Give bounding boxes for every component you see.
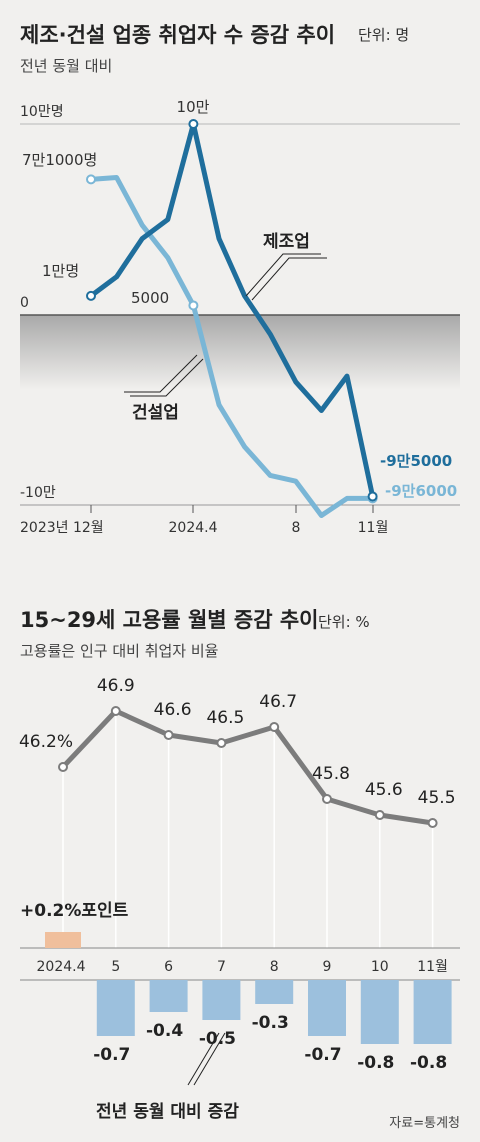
construction-series-line	[88, 175, 376, 518]
x-tick-label: 11월	[358, 520, 389, 536]
yoy-change-label: -0.7	[93, 1045, 130, 1065]
negative-change-bar	[96, 980, 135, 1036]
month-category-label: 7	[217, 959, 226, 975]
employment-rate-value-label: 46.6	[154, 700, 192, 720]
chart1-unit: 단위: 명	[358, 26, 409, 44]
yoy-change-label: -0.5	[199, 1029, 236, 1049]
construction-point-marker	[188, 300, 199, 311]
yoy-change-label: -0.8	[357, 1053, 394, 1073]
negative-change-bar	[413, 980, 452, 1044]
employment-rate-marker	[110, 706, 121, 716]
month-category-label: 5	[111, 959, 120, 975]
construction-series-label: 건설업	[132, 403, 179, 423]
x-tick-marks	[90, 505, 374, 513]
construction-leader-line	[124, 354, 198, 393]
employment-rate-value-label: 45.6	[365, 780, 403, 800]
chart2-title: 15~29세 고용률 월별 증감 추이	[20, 608, 319, 632]
construction-first-label: 7만1000명	[22, 151, 97, 169]
employment-rate-marker	[427, 818, 438, 828]
y-tick-label: 0	[20, 295, 29, 311]
chart1-subtitle: 전년 동월 대비	[20, 57, 112, 75]
x-tick-label: 2024.4	[169, 520, 218, 536]
chart2-markers	[58, 706, 438, 828]
chart2-series-line	[60, 708, 436, 826]
yoy-change-label: -0.3	[252, 1013, 289, 1033]
employment-rate-value-label: 45.8	[312, 764, 350, 784]
yoy-change-label: -0.8	[410, 1053, 447, 1073]
employment-rate-marker	[322, 794, 332, 804]
negative-change-bar	[255, 980, 294, 1004]
chart1: 제조·건설 업종 취업자 수 증감 추이 단위: 명 전년 동월 대비 10만명…	[20, 23, 460, 536]
yoy-change-label: +0.2%포인트	[20, 901, 129, 921]
chart2-subtitle: 고용률은 인구 대비 취업자 비율	[20, 642, 218, 660]
negative-change-bar	[308, 980, 346, 1036]
y-tick-label: -10만	[20, 485, 56, 501]
month-category-label: 2024.4	[37, 959, 86, 975]
manufacturing-series-line	[88, 121, 376, 499]
manufacturing-last-label: -9만5000	[380, 452, 452, 470]
yoy-caption: 전년 동월 대비 증감	[96, 1102, 239, 1122]
chart2-droplines	[62, 711, 434, 948]
manufacturing-first-label: 1만명	[42, 262, 79, 280]
manufacturing-peak-label: 10만	[177, 98, 210, 116]
month-category-label: 11월	[417, 959, 448, 975]
manufacturing-point-marker	[367, 491, 378, 502]
employment-rate-marker	[216, 738, 227, 748]
chart2-value-labels: 46.2% 46.9 46.6 46.5 46.7 45.8 45.6 45.5	[19, 676, 456, 808]
construction-leader-line	[130, 358, 204, 397]
manufacturing-point-marker	[188, 119, 199, 129]
yoy-change-label: -0.7	[304, 1045, 341, 1065]
positive-change-bar	[45, 932, 81, 948]
yoy-caption-leader	[193, 1032, 226, 1086]
employment-rate-value-label: 46.2%	[19, 732, 73, 752]
x-tick-label: 8	[292, 520, 301, 536]
negative-change-bar	[202, 980, 241, 1020]
chart1-markers	[86, 119, 378, 504]
negative-change-bar	[360, 980, 399, 1044]
negative-area-shade	[20, 315, 460, 390]
employment-rate-marker	[163, 730, 174, 740]
manufacturing-leader-line	[245, 253, 321, 297]
chart2-category-labels: 2024.4 5 6 7 8 9 10 11월	[37, 959, 448, 975]
construction-last-label: -9만6000	[385, 482, 457, 500]
chart1-series-lines	[88, 121, 376, 518]
employment-rate-value-label: 46.9	[97, 676, 135, 696]
employment-rate-marker	[58, 762, 68, 772]
month-category-label: 6	[164, 959, 173, 975]
negative-change-bar	[149, 980, 188, 1012]
manufacturing-leader-line	[251, 257, 327, 301]
employment-rate-line	[60, 708, 436, 826]
yoy-caption-leader	[187, 1032, 220, 1086]
construction-point-marker	[86, 174, 96, 185]
employment-rate-value-label: 45.5	[418, 788, 456, 808]
month-category-label: 10	[371, 959, 389, 975]
employment-rate-value-label: 46.5	[206, 708, 244, 728]
construction-mid-label: 5000	[131, 289, 169, 307]
manufacturing-point-marker	[86, 290, 96, 301]
x-tick-label: 2023년 12월	[20, 520, 104, 536]
chart2-yoy-labels: +0.2%포인트 -0.7 -0.4 -0.5 -0.3 -0.7 -0.8 -0.8	[20, 901, 447, 1073]
yoy-change-label: -0.4	[146, 1021, 183, 1041]
employment-rate-marker	[374, 810, 385, 820]
employment-rate-value-label: 46.7	[259, 692, 297, 712]
chart2-unit: 단위: %	[318, 613, 370, 631]
source-note: 자료=통계청	[389, 1116, 460, 1131]
month-category-label: 8	[270, 959, 279, 975]
manufacturing-series-label: 제조업	[263, 232, 310, 252]
month-category-label: 9	[323, 959, 332, 975]
chart1-title: 제조·건설 업종 취업자 수 증감 추이	[20, 23, 335, 47]
employment-rate-marker	[269, 722, 280, 732]
chart2-yoy-bars	[45, 932, 452, 1044]
y-tick-label: 10만명	[20, 104, 64, 120]
chart2: 15~29세 고용률 월별 증감 추이 단위: % 고용률은 인구 대비 취업자…	[19, 608, 460, 1122]
